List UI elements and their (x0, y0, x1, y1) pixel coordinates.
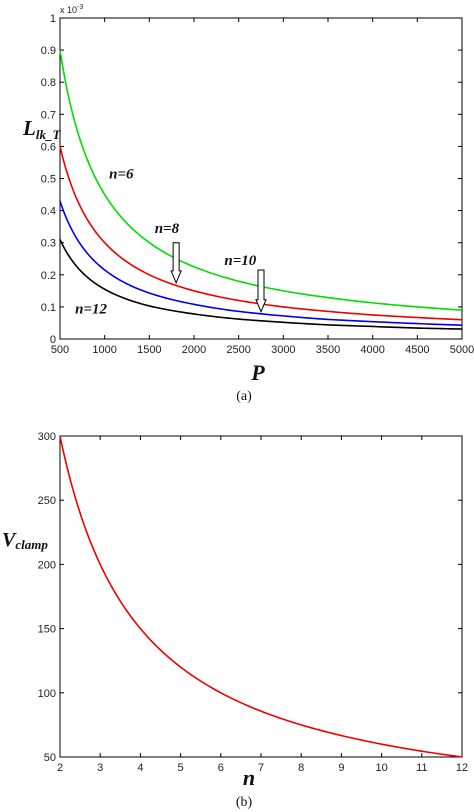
y-tick-label: 0.6 (41, 141, 56, 153)
series-line-n-8 (59, 146, 463, 321)
x-tick-label: 5000 (450, 344, 474, 356)
x-axis-label-b: n (243, 765, 255, 790)
series-line-n-10 (59, 200, 463, 326)
x-tick-label: 500 (51, 344, 69, 356)
series-line-n-6 (59, 49, 463, 311)
x-axis-label-a: P (250, 360, 265, 385)
x-tick-label: 7 (258, 762, 264, 774)
y-tick-label: 300 (38, 431, 56, 443)
caption-b: (b) (236, 795, 253, 810)
y-tick-label: 200 (38, 559, 56, 571)
y-tick-label: 1 (50, 13, 56, 25)
x-tick-label: 12 (456, 762, 468, 774)
chart-a: x 10-3 Llk_T P (a) 500 1000 1500 2000 2500 30… (22, 4, 474, 404)
x-tick-label: 3500 (316, 344, 340, 356)
y-tick-label: 0.9 (41, 45, 56, 57)
x-tick-label: 5 (178, 762, 184, 774)
y-tick-label: 0.8 (41, 77, 56, 89)
x-tick-label: 2 (57, 762, 63, 774)
annotation-n-6: n=6 (109, 167, 134, 183)
y-tick-label: 150 (38, 624, 56, 636)
y-tick-label: 0.4 (41, 206, 56, 218)
y-multiplier-a: x 10-3 (60, 4, 83, 15)
x-tick-label: 1000 (92, 344, 116, 356)
y-tick-label: 0 (50, 334, 56, 346)
y-tick-label: 0.7 (41, 109, 56, 121)
x-tick-label: 3000 (271, 344, 295, 356)
x-tick-label: 1500 (137, 344, 161, 356)
series-line-n-12 (59, 239, 463, 330)
x-tick-label: 2500 (226, 344, 250, 356)
chart-b: Vclamp n (b) 2 3 4 5 6 7 8 9 10 11 12 50 100 150 200 25… (2, 431, 468, 810)
annotation-n-12: n=12 (75, 301, 107, 317)
x-tick-label: 11 (416, 762, 427, 774)
arrow-marker (255, 269, 267, 314)
x-tick-label: 2000 (182, 344, 206, 356)
y-tick-label: 50 (44, 752, 56, 764)
y-tick-label: 0.5 (41, 174, 56, 186)
x-tick-label: 4500 (405, 344, 429, 356)
x-tick-label: 9 (338, 762, 344, 774)
arrow-marker (170, 242, 182, 285)
x-tick-label: 3 (97, 762, 103, 774)
plot-frame (59, 435, 463, 758)
y-axis-label-a: Llk_T (22, 116, 61, 142)
y-tick-label: 0.1 (41, 302, 56, 314)
y-axis-label-b: Vclamp (2, 529, 48, 552)
y-tick-label: 100 (38, 688, 56, 700)
caption-a: (a) (236, 389, 252, 404)
y-tick-label: 0.2 (41, 270, 56, 282)
x-tick-label: 10 (375, 762, 387, 774)
y-tick-label: 0.3 (41, 238, 56, 250)
x-tick-label: 4000 (360, 344, 384, 356)
annotation-n-8: n=8 (155, 221, 180, 237)
x-tick-label: 6 (218, 762, 224, 774)
y-tick-label: 250 (38, 495, 56, 507)
x-tick-label: 8 (298, 762, 304, 774)
annotation-n-10: n=10 (224, 253, 256, 269)
series-line-v-clamp (59, 435, 463, 758)
x-tick-label: 4 (137, 762, 143, 774)
